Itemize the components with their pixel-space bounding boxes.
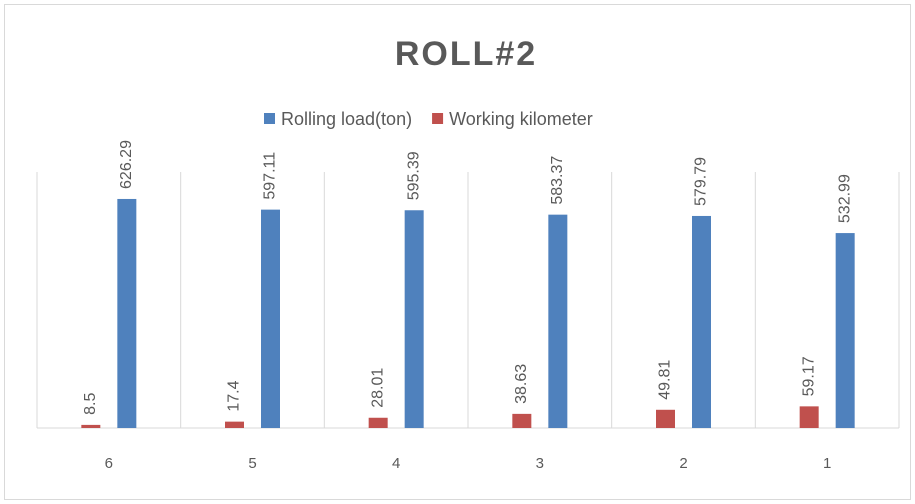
legend-swatch (432, 113, 444, 124)
bar (404, 210, 424, 428)
legend-swatch (264, 113, 275, 124)
bar (261, 209, 280, 428)
data-label: 597.11 (262, 152, 279, 200)
chart-title: ROLL#2 (395, 35, 537, 73)
bar (81, 424, 101, 428)
x-tick-label: 2 (679, 455, 687, 472)
bar (692, 215, 711, 428)
data-label: 583.37 (549, 156, 566, 205)
x-tick-label: 6 (105, 455, 113, 472)
legend-label: Working kilometer (449, 109, 593, 129)
bar (117, 198, 137, 428)
bar (368, 417, 388, 428)
x-tick-label: 3 (536, 455, 544, 472)
data-label: 579.79 (693, 157, 710, 206)
bar (548, 214, 568, 428)
bar (656, 409, 675, 428)
data-label: 59.17 (800, 356, 817, 396)
data-label: 49.81 (657, 360, 674, 400)
chart-frame (4, 4, 911, 500)
x-tick-label: 4 (392, 455, 400, 472)
data-label: 532.99 (836, 174, 853, 223)
data-label: 38.63 (513, 364, 530, 404)
bar (799, 406, 819, 428)
legend-label: Rolling load(ton) (281, 109, 412, 129)
data-label: 17.4 (226, 380, 243, 411)
bar (835, 233, 855, 428)
x-tick-label: 1 (823, 455, 831, 472)
data-label: 595.39 (405, 151, 422, 200)
data-label: 626.29 (118, 140, 135, 189)
bar (512, 413, 532, 428)
bar (225, 421, 244, 428)
data-label: 28.01 (369, 368, 386, 408)
x-tick-label: 5 (248, 455, 256, 472)
data-label: 8.5 (82, 393, 99, 415)
